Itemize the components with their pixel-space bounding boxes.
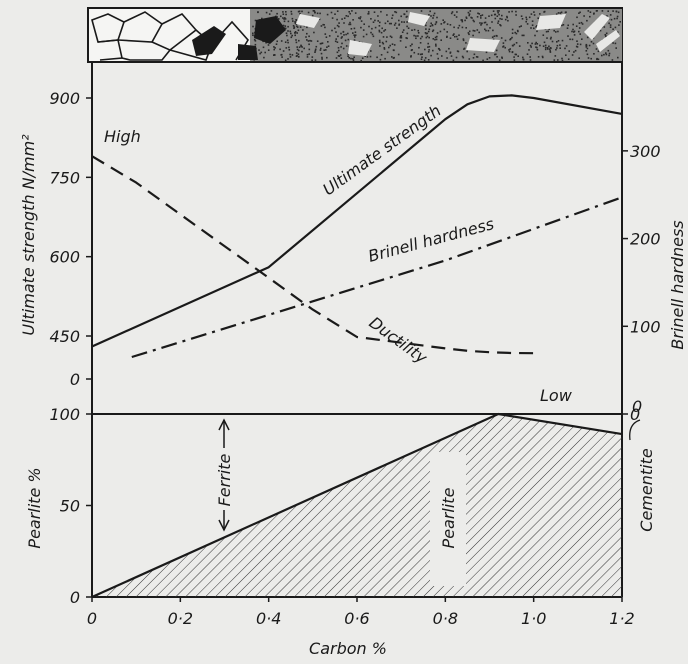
lower-y-axis-label: Pearlite % — [25, 467, 44, 548]
series-line-brinell-hardness — [131, 196, 623, 359]
x-tick-label: 0·4 — [256, 609, 281, 628]
y-tick-label: 750 — [49, 168, 80, 187]
y-tick-label: 0 — [70, 370, 80, 389]
ferrite-marker — [214, 418, 234, 532]
right-axis-ticks: 0 100 200 300 — [622, 142, 661, 424]
y2-tick-label: 0 — [632, 397, 642, 416]
lower-y-tick-label: 50 — [60, 497, 80, 516]
x-tick-label: 0 — [87, 609, 97, 628]
y-tick-label: 900 — [49, 89, 80, 108]
region-label-pearlite: Pearlite — [439, 487, 458, 548]
series-label-brinell-hardness: Brinell hardness — [366, 214, 496, 266]
upper-chart: 0 450 600 750 900 0 100 200 300 Ultimate streng… — [19, 62, 687, 424]
x-axis-ticks: 0 0·2 0·4 0·6 0·8 1·0 1·2 — [87, 597, 635, 628]
x-tick-label: 0·8 — [433, 609, 458, 628]
annotation-high: High — [104, 127, 141, 146]
y-axis-label: Ultimate strength N/mm² — [19, 134, 38, 336]
region-label-ferrite: Ferrite — [215, 453, 234, 506]
y2-tick-label: 200 — [630, 230, 661, 249]
y2-tick-label: 0 — [630, 405, 640, 424]
dark-pearlite-colonies — [192, 16, 286, 60]
x-tick-label: 0·2 — [168, 609, 193, 628]
y2-tick-label: 300 — [630, 142, 661, 161]
region-label-cementite: Cementite — [637, 448, 656, 532]
series-line-ultimate-strength — [91, 94, 623, 348]
pearlite-label-box — [430, 452, 466, 586]
lower-y-tick-label: 100 — [49, 405, 80, 424]
x-tick-label: 1·2 — [609, 609, 634, 628]
lower-chart: 0 50 100 0 0 0·2 0·4 0·6 0·8 1·0 1·2 Pearlite % C… — [25, 397, 656, 658]
cementite-bracket — [629, 419, 641, 441]
x-tick-label: 0·6 — [344, 609, 369, 628]
cementite-network — [296, 12, 620, 56]
microstructure-strip — [87, 7, 623, 63]
series-label-ultimate-strength: Ultimate strength — [319, 101, 444, 199]
annotation-low: Low — [540, 386, 573, 405]
x-axis-label: Carbon % — [309, 639, 387, 658]
x-tick-label: 1·0 — [521, 609, 546, 628]
y-tick-label: 450 — [49, 327, 80, 346]
upper-series — [91, 94, 623, 359]
lower-axis-ticks: 0 50 100 0 — [49, 397, 642, 607]
series-line-pearlite — [91, 412, 623, 599]
lower-y-tick-label: 0 — [70, 588, 80, 607]
pearlite-area — [91, 412, 623, 599]
y-tick-label: 600 — [49, 248, 80, 267]
pearlite-hatch — [92, 414, 622, 597]
left-axis-ticks: 0 450 600 750 900 — [49, 89, 92, 389]
series-line-ductility — [91, 155, 534, 355]
y2-axis-label: Brinell hardness — [668, 220, 687, 349]
y2-tick-label: 100 — [630, 317, 661, 336]
